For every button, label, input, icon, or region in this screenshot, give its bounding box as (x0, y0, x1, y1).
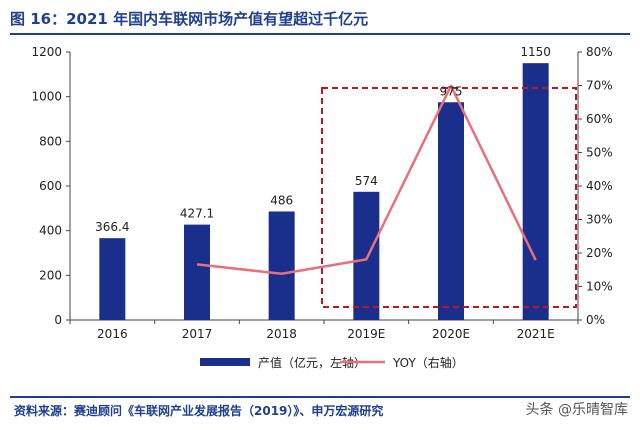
bar (99, 238, 126, 320)
bar (353, 191, 380, 320)
data-label: 574 (355, 174, 378, 188)
source-note: 资料来源：赛迪顾问《车联网产业发展报告（2019）》、申万宏源研究 (14, 404, 384, 418)
data-label: 1150 (520, 45, 551, 59)
bar (522, 63, 549, 321)
bar (184, 224, 210, 320)
chart-axes: 0 200 400 600 800 1000 1200 0% 10% 20% 30% 40% 50% 60… (31, 45, 612, 341)
left-axis-tick-label: 1000 (31, 90, 62, 104)
x-axis-tick-label: 2018 (266, 327, 297, 341)
yoy-line (196, 84, 537, 276)
right-axis-tick-label: 20% (586, 246, 613, 260)
x-axis-tick-label: 2020E (432, 327, 470, 341)
bar (268, 211, 295, 320)
figure-title: 图 16：2021 年国内车联网市场产值有望超过千亿元 (10, 10, 369, 28)
left-axis-tick-label: 800 (39, 134, 62, 148)
legend-label-line: YOY（右轴） (392, 355, 464, 370)
data-label: 366.4 (95, 220, 129, 234)
x-axis-tick-label: 2017 (182, 327, 213, 341)
chart-legend: 产值（亿元，左轴） YOY（右轴） (200, 355, 464, 370)
legend-swatch-bar (200, 358, 250, 366)
right-axis-tick-label: 40% (586, 179, 613, 193)
right-axis-tick-label: 0% (586, 313, 605, 327)
chart: 0 200 400 600 800 1000 1200 0% 10% 20% 30% 40% 50% 60… (31, 45, 612, 370)
figure-title-bar: 图 16：2021 年国内车联网市场产值有望超过千亿元 (10, 8, 630, 30)
right-axis-tick-label: 60% (586, 112, 613, 126)
x-axis-tick-label: 2021E (517, 327, 555, 341)
right-axis-tick-label: 10% (586, 280, 613, 294)
right-axis-tick-label: 50% (586, 146, 613, 160)
right-axis-tick-label: 80% (586, 45, 613, 59)
legend-label-bar: 产值（亿元，左轴） (258, 355, 366, 370)
title-divider (10, 33, 630, 35)
left-axis-tick-label: 0 (54, 313, 62, 327)
x-axis-tick-label: 2019E (347, 327, 385, 341)
data-label: 427.1 (180, 207, 214, 221)
chart-data-labels: 366.4 427.1 486 574 975 1150 (95, 45, 551, 234)
left-axis-tick-label: 400 (39, 224, 62, 238)
bar (438, 102, 464, 320)
source-divider (10, 396, 630, 398)
watermark: 头条 @乐晴智库 (525, 402, 628, 418)
chart-bars (99, 63, 549, 321)
left-axis-tick-label: 1200 (31, 45, 62, 59)
right-axis-tick-label: 70% (586, 79, 613, 93)
left-axis-tick-label: 600 (39, 179, 62, 193)
highlight-rect (321, 87, 577, 308)
chart-yoy-line (196, 84, 537, 276)
right-axis-tick-label: 30% (586, 213, 613, 227)
forecast-highlight-box (321, 87, 577, 308)
left-axis-tick-label: 200 (39, 268, 62, 282)
data-label: 975 (440, 84, 463, 98)
x-axis-tick-label: 2016 (97, 327, 128, 341)
data-label: 486 (270, 193, 293, 207)
